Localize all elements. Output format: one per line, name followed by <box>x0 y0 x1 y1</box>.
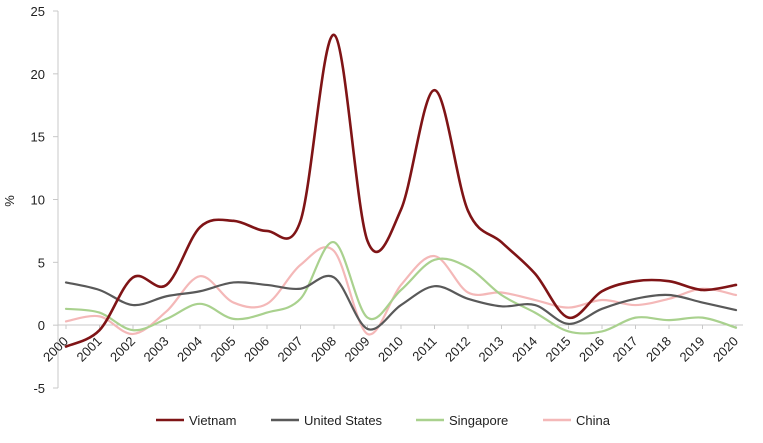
x-tick-label: 2018 <box>643 334 674 365</box>
x-tick-label: 2002 <box>107 334 138 365</box>
y-tick-label: 15 <box>31 130 45 145</box>
x-tick-label: 2007 <box>275 334 306 365</box>
x-tick-label: 2013 <box>476 334 507 365</box>
x-tick-label: 2016 <box>576 334 607 365</box>
y-axis: -5 0 5 10 15 20 25 <box>31 4 59 396</box>
series-line-vietnam <box>64 33 738 348</box>
x-tick-label: 2010 <box>375 334 406 365</box>
x-tick-label: 2020 <box>710 334 741 365</box>
legend-item-china: China <box>543 413 611 428</box>
x-tick-label: 2004 <box>174 334 205 365</box>
legend-label: Singapore <box>449 413 508 428</box>
legend-item-united-states: United States <box>271 413 383 428</box>
legend-label: China <box>576 413 611 428</box>
y-axis-title: % <box>2 195 17 207</box>
series-lines <box>64 33 738 348</box>
x-tick-label: 2017 <box>610 334 641 365</box>
x-tick-label: 2011 <box>409 334 439 364</box>
y-tick-label: 0 <box>38 318 45 333</box>
x-tick-label: 2015 <box>543 334 574 365</box>
series-line-singapore <box>64 241 738 335</box>
x-axis: 2000 2001 2002 2003 2004 2005 2006 2007 2008 2009… <box>40 324 743 365</box>
legend: Vietnam United States Singapore China <box>156 413 611 428</box>
x-tick-label: 2000 <box>40 334 71 365</box>
legend-label: United States <box>304 413 383 428</box>
x-tick-label: 2014 <box>509 334 540 365</box>
y-tick-label: -5 <box>33 381 45 396</box>
legend-item-vietnam: Vietnam <box>156 413 236 428</box>
x-tick-label: 2008 <box>308 334 339 365</box>
legend-item-singapore: Singapore <box>416 413 508 428</box>
y-tick-label: 25 <box>31 4 45 19</box>
x-tick-label: 2019 <box>677 334 708 365</box>
series-line-china <box>64 246 738 336</box>
series-line-united-states <box>64 274 738 331</box>
x-tick-label: 2012 <box>442 334 473 365</box>
x-tick-label: 2006 <box>241 334 272 365</box>
x-tick-label: 2003 <box>141 334 172 365</box>
legend-label: Vietnam <box>189 413 236 428</box>
y-tick-label: 10 <box>31 193 45 208</box>
y-tick-label: 5 <box>38 255 45 270</box>
y-tick-label: 20 <box>31 67 45 82</box>
x-tick-label: 2009 <box>342 334 373 365</box>
x-tick-label: 2005 <box>208 334 239 365</box>
